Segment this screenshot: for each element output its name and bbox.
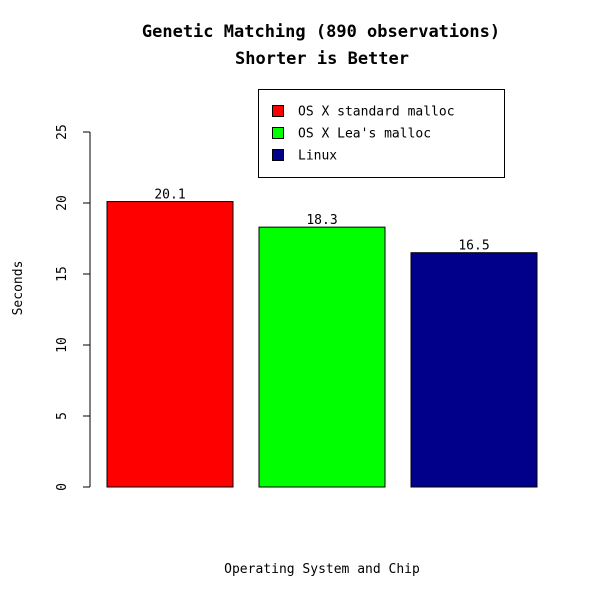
legend-label: OS X standard malloc (298, 105, 455, 120)
legend-swatch (272, 127, 284, 139)
y-tick-label: 25 (55, 124, 70, 140)
legend-swatch (272, 105, 284, 117)
y-axis: 0 5 10 15 20 25 (55, 124, 91, 491)
bar-value-label: 16.5 (458, 239, 489, 254)
y-tick-label: 0 (55, 483, 70, 491)
chart-title: Genetic Matching (890 observations) (142, 22, 500, 42)
bar-value-label: 18.3 (306, 213, 337, 228)
y-tick-label: 20 (55, 195, 70, 211)
y-tick-label: 15 (55, 266, 70, 282)
bar-value-label: 20.1 (154, 188, 185, 203)
y-tick-label: 10 (55, 337, 70, 353)
bar (410, 252, 538, 488)
legend-label: OS X Lea's malloc (298, 127, 431, 142)
bars: 20.1 18.3 16.5 (106, 188, 538, 488)
y-tick-label: 5 (55, 412, 70, 420)
bar (106, 201, 234, 488)
chart-subtitle: Shorter is Better (235, 49, 409, 69)
bar (258, 226, 386, 488)
legend-box (258, 89, 505, 178)
y-axis-label: Seconds (11, 261, 26, 316)
x-axis-label: Operating System and Chip (224, 562, 420, 577)
legend-label: Linux (298, 149, 337, 164)
legend-swatch (272, 149, 284, 161)
legend: OS X standard malloc OS X Lea's malloc Lin… (258, 89, 505, 178)
